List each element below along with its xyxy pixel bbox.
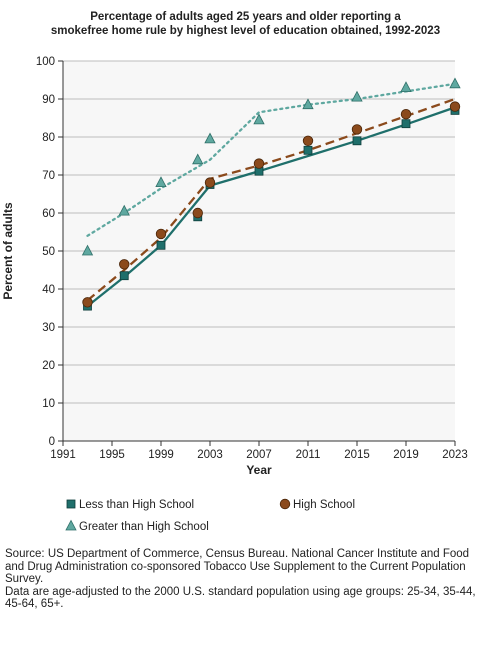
data-point-series-0-6: [303, 145, 313, 155]
y-tick-label: 40: [42, 284, 55, 296]
data-point-series-1-3: [192, 207, 203, 219]
y-tick-label: 30: [42, 322, 55, 334]
legend: Less than High School High School Greater …: [65, 498, 355, 533]
data-point-series-2-8: [400, 81, 412, 92]
axes: [58, 60, 456, 446]
data-point-series-2-3: [192, 153, 204, 165]
legend-label-2: Greater than High School: [79, 521, 209, 533]
data-point-series-2-6: [302, 98, 314, 110]
data-point-series-2-0: [81, 244, 94, 256]
y-tick-label: 50: [42, 246, 55, 258]
x-axis-label: Year: [246, 463, 272, 477]
y-tick-label: 60: [42, 208, 55, 220]
y-tick-label: 90: [42, 94, 55, 106]
x-tick-label: 1991: [50, 449, 76, 461]
y-tick-label: 0: [49, 436, 55, 448]
legend-marker-1: [279, 498, 291, 510]
data-point-series-0-1: [119, 271, 129, 281]
data-point-series-1-6: [302, 135, 314, 147]
data-point-series-0-2: [156, 240, 166, 250]
x-tick-label: 2011: [296, 449, 321, 461]
x-tick-label: 2023: [442, 449, 468, 461]
data-point-series-2-7: [351, 90, 363, 102]
data-point-series-1-0: [82, 297, 93, 308]
data-point-series-1-2: [155, 228, 167, 240]
data-point-series-2-2: [155, 176, 167, 188]
trend-line-series-2: [86, 82, 457, 237]
data-point-series-1-4: [204, 177, 216, 188]
source-note: Source: US Department of Commerce, Censu…: [5, 548, 470, 585]
chart-title-line-1: Percentage of adults aged 25 years and o…: [90, 11, 401, 23]
y-tick-label: 80: [42, 132, 55, 144]
data-point-series-2-5: [253, 113, 265, 125]
data-point-series-0-8: [401, 119, 411, 129]
data-point-series-1-1: [119, 259, 130, 270]
data-note: Data are age-adjusted to the 2000 U.S. s…: [5, 585, 476, 611]
x-tick-label: 1995: [99, 449, 125, 461]
data-point-series-1-8: [400, 108, 412, 120]
x-tick-label: 2003: [197, 449, 223, 461]
chart-title: Percentage of adults aged 25 years and o…: [0, 10, 491, 38]
legend-label-1: High School: [293, 499, 355, 511]
data-point-series-1-7: [351, 124, 363, 135]
x-tick-label: 2007: [246, 449, 272, 461]
chart-title-line-2: smokefree home rule by highest level of …: [50, 25, 441, 37]
legend-marker-2: [65, 519, 77, 531]
data-point-series-0-7: [352, 136, 362, 146]
legend-label-0: Less than High School: [79, 499, 194, 511]
data-point-series-2-4: [204, 132, 216, 144]
data-point-series-2-1: [118, 204, 130, 216]
data-point-series-2-9: [449, 77, 461, 89]
footer: Source: US Department of Commerce, Censu…: [5, 548, 487, 611]
x-tick-label: 1999: [148, 449, 174, 461]
data-markers: [81, 77, 461, 311]
legend-marker-0: [66, 499, 76, 509]
y-tick-label: 70: [42, 170, 55, 182]
data-point-series-1-9: [449, 101, 461, 112]
y-tick-label: 100: [36, 56, 55, 68]
tick-labels: 0 10 20 30 40 50 60 70 80 90 100 1991 1995 1999 2003 20…: [36, 56, 468, 461]
y-tick-label: 20: [42, 360, 55, 372]
data-point-series-1-5: [253, 158, 265, 169]
y-tick-label: 10: [42, 398, 55, 410]
x-tick-label: 2019: [393, 449, 419, 461]
line-chart: 0 10 20 30 40 50 60 70 80 90 100 1991 1995 1999 2003 20…: [1, 56, 468, 533]
y-axis-label: Percent of adults: [1, 202, 15, 300]
x-tick-label: 2015: [344, 449, 370, 461]
